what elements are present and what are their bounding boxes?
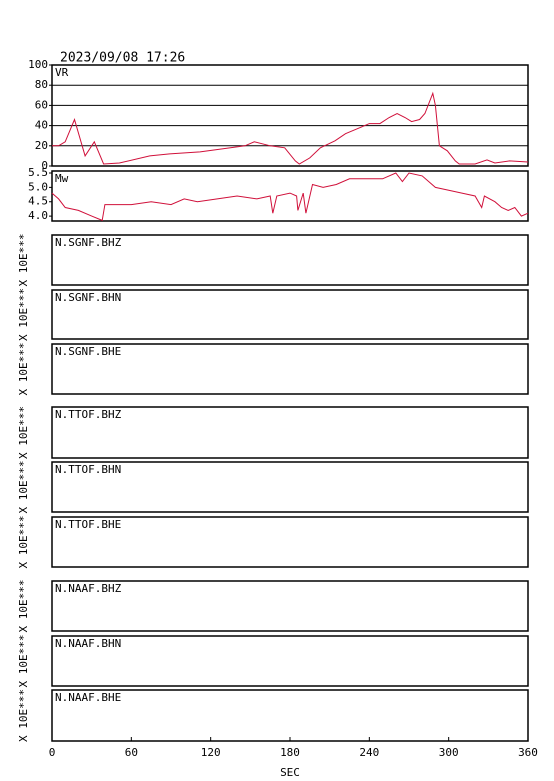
panel-frame xyxy=(51,516,529,568)
x-tick-label: 180 xyxy=(280,746,300,759)
y-tick-label: 5.5 xyxy=(28,166,48,179)
panel-frame xyxy=(51,689,529,742)
y-tick-label: 20 xyxy=(35,139,48,152)
scale-label: X 10E*** xyxy=(17,516,30,569)
panel-frame xyxy=(51,234,529,286)
x-tick-label: 60 xyxy=(125,746,138,759)
y-tick-label: 5.0 xyxy=(28,180,48,193)
panel-frame xyxy=(51,170,529,222)
scale-label: X 10E*** xyxy=(17,635,30,688)
station-label: N.TTOF.BHZ xyxy=(55,408,122,421)
panel-frame xyxy=(51,289,529,340)
y-tick-label: 40 xyxy=(35,119,48,132)
panel-frame xyxy=(51,635,529,687)
x-tick-label: 120 xyxy=(201,746,221,759)
station-label: N.TTOF.BHE xyxy=(55,518,121,531)
panel-frame xyxy=(51,64,529,167)
data-line xyxy=(52,91,529,165)
station-label: N.NAAF.BHN xyxy=(55,637,121,650)
station-label: N.SGNF.BHE xyxy=(55,345,121,358)
x-tick-label: 240 xyxy=(359,746,379,759)
station-label: N.TTOF.BHN xyxy=(55,463,121,476)
station-label: N.SGNF.BHN xyxy=(55,291,121,304)
scale-label: X 10E*** xyxy=(17,580,30,633)
station-label: N.SGNF.BHZ xyxy=(55,236,122,249)
x-axis-label: SEC xyxy=(280,766,300,779)
y-tick-label: 0 xyxy=(41,159,48,172)
y-tick-label: 60 xyxy=(35,98,48,111)
panel-frame xyxy=(51,343,529,395)
x-tick-label: 0 xyxy=(49,746,56,759)
panel-frame xyxy=(51,580,529,632)
data-line xyxy=(51,172,529,222)
y-tick-label: 100 xyxy=(28,58,48,71)
panel-label: Mw xyxy=(55,172,69,185)
panel-label: VR xyxy=(55,66,69,79)
chart-title: 2023/09/08 17:26 xyxy=(60,51,185,66)
scale-label: X 10E*** xyxy=(17,406,30,459)
scale-label: X 10E*** xyxy=(17,461,30,514)
panel-frame xyxy=(51,461,529,513)
x-tick-label: 300 xyxy=(439,746,459,759)
station-label: N.NAAF.BHZ xyxy=(55,582,122,595)
y-tick-label: 4.0 xyxy=(28,209,48,222)
scale-label: X 10E*** xyxy=(17,234,30,287)
x-tick-label: 360 xyxy=(518,746,538,759)
scale-label: X 10E*** xyxy=(17,343,30,396)
panel-frame xyxy=(51,406,529,459)
scale-label: X 10E*** xyxy=(17,288,30,341)
station-label: N.NAAF.BHE xyxy=(55,691,121,704)
y-tick-label: 4.5 xyxy=(28,195,48,208)
y-tick-label: 80 xyxy=(35,78,48,91)
scale-label: X 10E*** xyxy=(17,689,30,742)
